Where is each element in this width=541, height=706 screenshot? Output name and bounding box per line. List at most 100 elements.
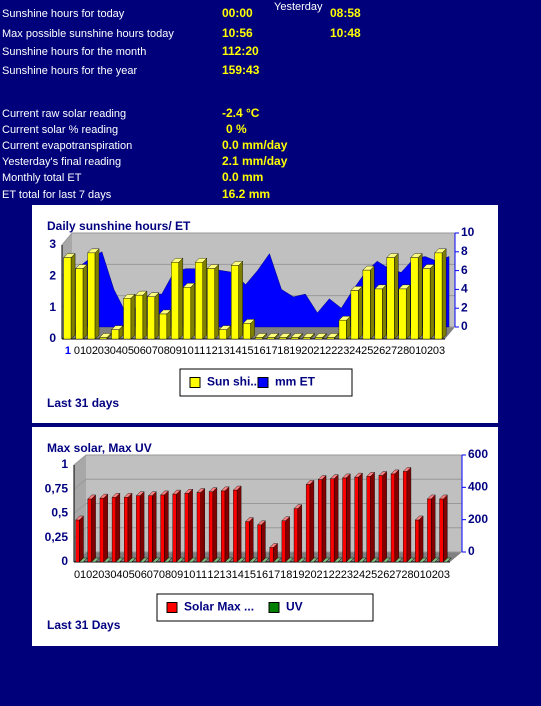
- bar: [382, 557, 391, 563]
- bar-front: [245, 521, 250, 563]
- bar: [442, 557, 452, 563]
- x-tick-label: 02: [86, 345, 98, 357]
- x-tick-label: 22: [329, 569, 341, 581]
- bar-top: [194, 258, 208, 263]
- bar-top: [196, 488, 206, 493]
- info-label: ET total for last 7 days: [2, 189, 112, 201]
- x-tick-label: 03: [438, 569, 450, 581]
- x-tick-label: 09: [170, 345, 182, 357]
- y-tick-label: 3: [49, 237, 56, 251]
- bar-top: [342, 473, 351, 479]
- bar-top: [297, 557, 307, 563]
- bar-side: [70, 253, 76, 340]
- bar: [333, 557, 343, 563]
- bar-top: [345, 557, 355, 563]
- x-tick-label: 12: [205, 345, 217, 357]
- bar-top: [370, 557, 379, 563]
- bar: [158, 309, 172, 340]
- bar-top: [338, 316, 351, 321]
- bar-top: [87, 494, 97, 500]
- bar-front: [184, 493, 189, 563]
- bar-side: [214, 264, 219, 340]
- info-yesterday: 08:58: [330, 6, 361, 20]
- bar-side: [130, 293, 136, 340]
- y2-tick-label: 0: [461, 319, 468, 333]
- bar-side: [190, 282, 195, 340]
- legend-swatch: [268, 602, 280, 613]
- info-value: 2.1 mm/day: [222, 154, 288, 168]
- bar-side: [82, 264, 88, 340]
- bar: [426, 494, 436, 563]
- bar-top: [439, 494, 448, 500]
- bar-top: [172, 489, 181, 495]
- bar-front: [136, 495, 141, 563]
- y-tick-label: 0,25: [45, 530, 69, 544]
- bar-top: [374, 284, 387, 290]
- bar-top: [434, 248, 447, 254]
- bar: [410, 253, 423, 340]
- bar: [111, 492, 121, 563]
- bar: [236, 557, 246, 563]
- bar: [99, 493, 109, 563]
- x-tick-label: 05: [122, 569, 134, 581]
- bar-top: [220, 486, 230, 492]
- info-label: Max possible sunshine hours today: [2, 28, 174, 40]
- bar-side: [142, 290, 148, 340]
- bar-front: [135, 294, 144, 340]
- bar-top: [302, 333, 315, 338]
- info-value: 0.0 mm/day: [222, 138, 288, 152]
- bar-top: [218, 325, 232, 330]
- bar: [212, 557, 222, 563]
- bar-front: [422, 268, 431, 340]
- bar-top: [127, 557, 137, 563]
- bar-side: [238, 260, 243, 340]
- bar-side: [188, 488, 193, 563]
- bar: [146, 292, 160, 340]
- x-tick-label: 27: [385, 345, 397, 357]
- info-label: Monthly total ET: [2, 172, 82, 184]
- x-tick-label: 12: [207, 569, 219, 581]
- bar-front: [87, 498, 92, 563]
- bar-side: [178, 257, 184, 340]
- bar-top: [410, 253, 423, 258]
- bar: [414, 515, 424, 563]
- bar-top: [236, 557, 246, 563]
- bar: [326, 332, 339, 340]
- bar-front: [111, 497, 117, 563]
- x-tick-label: 23: [337, 345, 349, 357]
- x-tick-label: 26: [373, 345, 385, 357]
- bar: [127, 557, 137, 563]
- bar-top: [245, 517, 254, 522]
- bar-top: [321, 557, 331, 563]
- bar-top: [63, 253, 76, 258]
- bar-front: [326, 337, 335, 340]
- bar-front: [124, 497, 129, 563]
- bar-top: [160, 490, 169, 496]
- legend-label: Solar Max ...: [184, 600, 254, 614]
- x-tick-label: 06: [134, 345, 146, 357]
- x-tick-label: 16: [253, 345, 265, 357]
- x-tick-label: 17: [268, 569, 280, 581]
- bar: [99, 332, 112, 340]
- bar: [354, 472, 363, 563]
- legend-label: mm ET: [275, 375, 316, 389]
- x-tick-label: 20: [301, 345, 313, 357]
- y2-tick-label: 8: [461, 244, 468, 258]
- bar-top: [123, 294, 136, 299]
- bar: [87, 494, 97, 563]
- bar: [242, 318, 256, 340]
- x-tick-label: 10: [182, 345, 194, 357]
- bar: [163, 557, 173, 563]
- bar-top: [333, 557, 343, 563]
- x-tick-label: 20: [304, 569, 316, 581]
- bar-front: [207, 268, 215, 340]
- y2-tick-label: 2: [461, 300, 468, 314]
- legend-swatch: [257, 377, 269, 388]
- bar: [200, 557, 209, 563]
- chart-title: Max solar, Max UV: [47, 441, 152, 455]
- bar-top: [163, 557, 173, 563]
- bar-front: [330, 478, 335, 563]
- bar: [220, 486, 230, 563]
- bar-front: [305, 484, 311, 563]
- bar-top: [350, 286, 363, 291]
